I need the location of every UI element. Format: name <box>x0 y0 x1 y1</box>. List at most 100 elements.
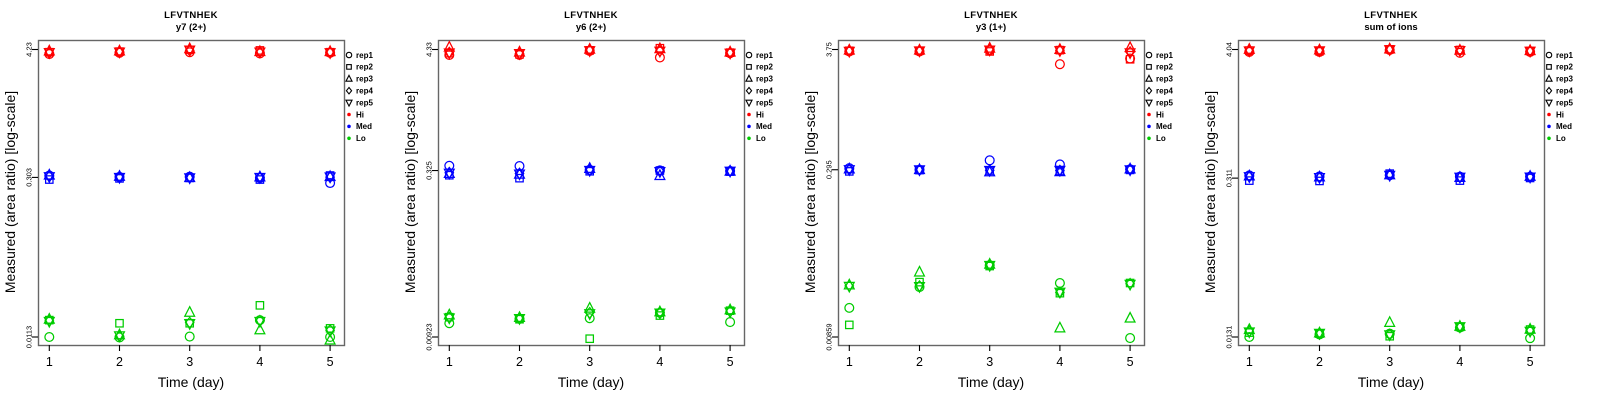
point-lo-rep1-day3 <box>184 331 195 342</box>
y-tick-label: 0.303 <box>25 168 34 187</box>
legend-label-med: Med <box>356 122 372 131</box>
point-med-rep2-day1 <box>1244 176 1254 185</box>
x-tick-label: 3 <box>586 355 593 369</box>
point-hi-rep5-day5 <box>1124 48 1137 60</box>
point-hi-rep5-day1 <box>1243 46 1256 58</box>
x-axis-label: Time (day) <box>557 374 625 390</box>
legend-label-rep4: rep4 <box>356 87 373 96</box>
x-tick-label: 2 <box>116 355 123 369</box>
point-lo-rep3-day5 <box>324 333 337 345</box>
point-lo-rep5-day3 <box>983 260 996 273</box>
point-lo-rep5-day3 <box>583 309 596 321</box>
legend-rep2-icon <box>1546 64 1552 70</box>
point-med-rep1-day4 <box>1054 159 1065 170</box>
legend-label-lo: Lo <box>756 134 766 143</box>
point-med-rep3-day1 <box>843 161 856 174</box>
point-lo-rep2-day4 <box>255 301 265 310</box>
point-hi-rep5-day3 <box>183 45 196 58</box>
point-lo-rep5-day1 <box>1243 327 1256 339</box>
point-lo-rep2-day3 <box>585 334 595 344</box>
point-hi-rep1-day4 <box>1054 59 1065 70</box>
point-lo-rep3-day4 <box>253 322 266 335</box>
point-lo-rep3-day2 <box>913 265 926 277</box>
legend-med-icon <box>347 124 351 129</box>
legend-med-icon <box>1547 124 1551 129</box>
legend-rep1-icon <box>1145 51 1153 59</box>
x-tick-label: 2 <box>916 355 923 369</box>
y-tick-label: 3.75 <box>825 42 834 57</box>
legend-rep1-icon <box>345 51 353 59</box>
point-med-rep5-day1 <box>1243 172 1256 184</box>
legend-lo-icon <box>747 136 751 141</box>
point-med-rep5-day5 <box>724 166 737 179</box>
y-tick-label: 0.0131 <box>1225 326 1234 349</box>
y-tick-label: 4.23 <box>25 42 34 57</box>
legend-label-hi: Hi <box>1556 110 1564 119</box>
x-tick-label: 4 <box>256 355 263 369</box>
point-med-rep5-day3 <box>983 165 996 178</box>
y-tick-label: 4.04 <box>1225 42 1234 57</box>
point-lo-rep5-day5 <box>324 326 337 338</box>
point-lo-rep5-day4 <box>253 316 266 329</box>
x-tick-label: 5 <box>1527 355 1534 369</box>
x-axis-label: Time (day) <box>1357 374 1425 390</box>
x-tick-label: 4 <box>1456 355 1463 369</box>
point-med-rep5-day1 <box>43 172 56 184</box>
legend-lo-icon <box>1147 136 1151 141</box>
point-med-rep5-day1 <box>443 168 456 181</box>
legend-rep4-icon <box>745 86 753 95</box>
legend-rep3-icon <box>345 74 353 82</box>
point-med-rep5-day2 <box>1313 172 1326 185</box>
point-hi-rep5-day3 <box>983 45 996 57</box>
legend-label-lo: Lo <box>1156 134 1166 143</box>
point-lo-rep1-day3 <box>584 313 595 324</box>
panel-title: LFVTNHEK <box>1364 10 1418 21</box>
legend-label-rep3: rep3 <box>756 75 773 84</box>
legend-rep5-icon <box>345 99 353 108</box>
point-hi-rep5-day2 <box>113 47 126 59</box>
point-lo-rep1-day4 <box>1054 277 1065 289</box>
legend-rep2-icon <box>1146 64 1152 70</box>
legend-label-lo: Lo <box>1556 134 1566 143</box>
legend-rep2-icon <box>346 64 352 70</box>
legend-rep4-icon <box>345 86 353 95</box>
legend-lo-icon <box>1547 136 1551 141</box>
point-med-rep3-day4 <box>653 168 666 181</box>
point-lo-rep2-day1 <box>844 320 854 330</box>
point-lo-rep1-day1 <box>844 302 855 313</box>
legend-label-rep4: rep4 <box>756 87 773 96</box>
point-med-rep2-day4 <box>1455 176 1465 185</box>
point-med-rep5-day4 <box>653 167 666 179</box>
y-tick-label: 0.295 <box>825 160 834 179</box>
point-hi-rep5-day1 <box>843 46 856 59</box>
panel-sum-of-ions: LFVTNHEK sum of ions Measured (area rati… <box>1200 0 1600 400</box>
point-lo-rep2-day2 <box>115 318 124 328</box>
point-lo-rep1-day1 <box>44 331 55 343</box>
point-lo-rep5-day3 <box>183 319 196 331</box>
point-lo-rep5-day4 <box>1053 287 1066 300</box>
y-tick-label: 0.311 <box>1225 169 1234 187</box>
plot-box <box>37 39 346 347</box>
point-hi-rep5-day5 <box>324 48 337 60</box>
legend-label-med: Med <box>1556 122 1572 131</box>
point-med-rep1-day1 <box>444 160 455 171</box>
panel-y6-2plus: LFVTNHEK y6 (2+) Measured (area ratio) [… <box>400 0 800 400</box>
x-tick-label: 4 <box>656 355 663 369</box>
point-med-rep5-day2 <box>913 165 926 177</box>
point-med-rep5-day2 <box>513 169 526 181</box>
legend-rep3-icon <box>1545 74 1553 82</box>
x-tick-label: 3 <box>986 355 993 369</box>
plot-area: 1 2 3 4 5 4.23 0.303 0.0113 rep1 rep2 rep3 rep4 rep5… <box>25 39 373 369</box>
legend-rep4-icon <box>1145 86 1153 95</box>
y-tick-label: 0.325 <box>425 161 434 180</box>
legend-label-rep1: rep1 <box>756 51 773 60</box>
point-lo-rep1-day1 <box>1244 331 1255 343</box>
x-tick-label: 2 <box>1316 355 1323 369</box>
point-lo-rep3-day3 <box>583 301 596 313</box>
point-hi-rep3-day1 <box>443 40 456 52</box>
legend-label-rep1: rep1 <box>356 51 373 60</box>
y-tick-label: 0.00859 <box>825 323 834 350</box>
panel-y7-2plus: LFVTNHEK y7 (2+) Measured (area ratio) [… <box>0 0 400 400</box>
legend-label-lo: Lo <box>356 134 366 143</box>
